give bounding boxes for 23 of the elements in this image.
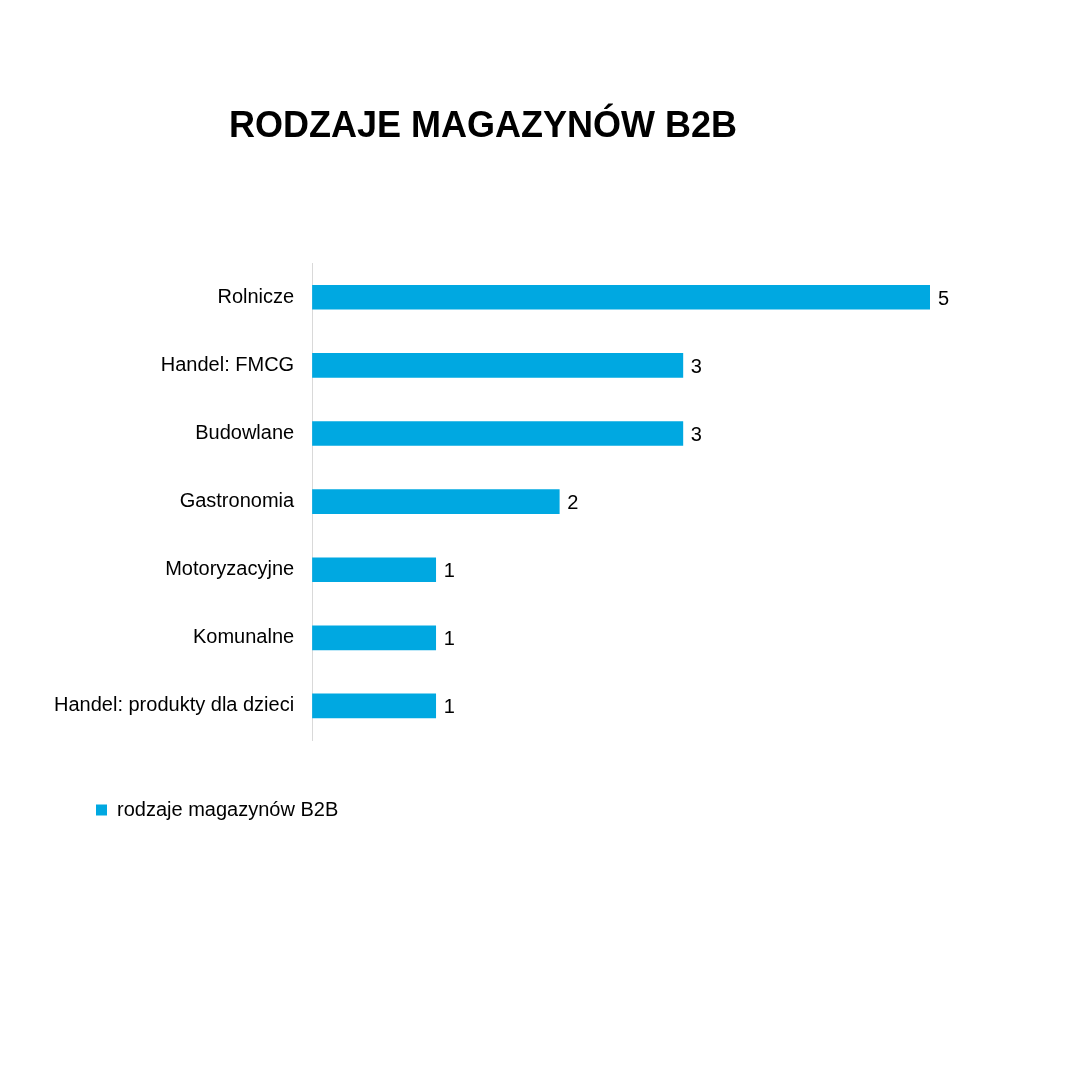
data-label: 1 bbox=[443, 627, 455, 650]
y-tick-label: Rolnicze bbox=[217, 284, 295, 307]
y-tick-label: Handel: produkty dla dzieci bbox=[54, 693, 295, 716]
y-tick-label: Motoryzacyjne bbox=[165, 557, 295, 580]
data-label: 2 bbox=[567, 491, 579, 514]
data-label: 1 bbox=[443, 695, 455, 718]
bar bbox=[312, 693, 437, 719]
data-label: 3 bbox=[690, 354, 702, 377]
bar bbox=[312, 557, 437, 583]
bar bbox=[312, 489, 560, 514]
y-tick-label: Handel: FMCG bbox=[160, 352, 295, 375]
data-label: 1 bbox=[443, 559, 455, 582]
data-label: 3 bbox=[690, 423, 702, 445]
data-label: 5 bbox=[938, 286, 950, 309]
bar bbox=[312, 625, 437, 651]
legend-label: rodzaje magazynów B2B bbox=[117, 797, 339, 820]
chart-title: RODZAJE MAGAZYNÓW B2B bbox=[228, 102, 738, 145]
bar bbox=[312, 353, 684, 378]
bar bbox=[312, 284, 930, 310]
bar bbox=[312, 421, 684, 446]
y-tick-label: Budowlane bbox=[195, 421, 295, 443]
y-tick-label: Gastronomia bbox=[179, 489, 296, 512]
y-tick-label: Komunalne bbox=[192, 625, 295, 648]
